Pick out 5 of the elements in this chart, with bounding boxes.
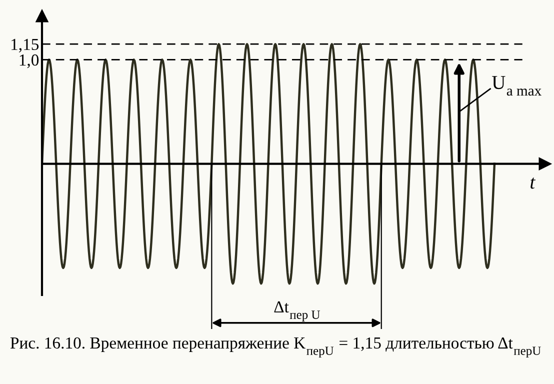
x-axis-title: t: [530, 178, 536, 189]
text: Δtпер U: [274, 301, 320, 322]
annotation: Ua max: [492, 76, 542, 96]
y-tick-label: 1,0: [20, 54, 39, 68]
y-tick-label: 1,15: [12, 38, 39, 52]
